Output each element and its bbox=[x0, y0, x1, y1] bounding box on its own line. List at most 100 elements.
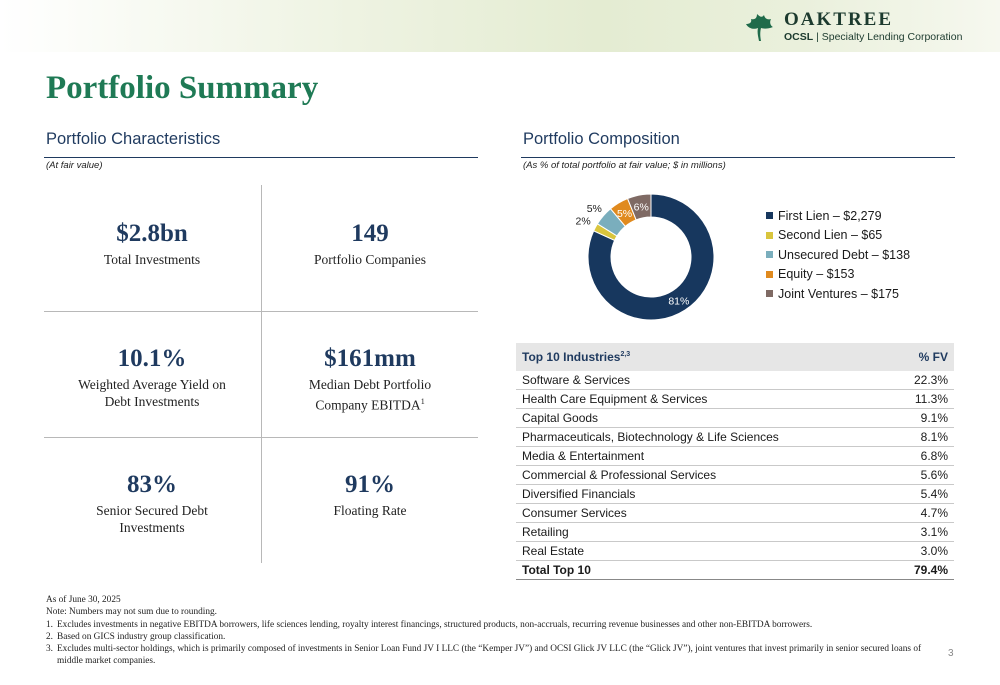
composition-note: (As % of total portfolio at fair value; … bbox=[523, 160, 726, 171]
metrics-divider-vertical bbox=[261, 185, 262, 563]
legend-label: Unsecured Debt – $138 bbox=[778, 247, 911, 262]
column-header-fv: % FV bbox=[889, 343, 954, 371]
metric-senior-secured: 83% Senior Secured Debt Investments bbox=[44, 470, 260, 536]
industry-name: Retailing bbox=[516, 522, 890, 542]
metric-label: Median Debt Portfolio Company EBITDA bbox=[308, 377, 432, 413]
composition-rule bbox=[521, 157, 955, 158]
chart-legend: First Lien – $2,279 Second Lien – $65 Un… bbox=[766, 206, 910, 304]
industry-value: 11.3% bbox=[889, 389, 954, 409]
footnote-text: Based on GICS industry group classificat… bbox=[57, 631, 226, 642]
top-industries-table: Top 10 Industries2,3 % FV Software & Ser… bbox=[516, 343, 954, 580]
table-row: Diversified Financials 5.4% bbox=[516, 484, 954, 504]
donut-data-label: 2% bbox=[576, 216, 591, 228]
legend-item: Equity – $153 bbox=[766, 265, 910, 285]
table-total-row: Total Top 10 79.4% bbox=[516, 560, 954, 580]
industry-name: Diversified Financials bbox=[516, 484, 890, 504]
footnote-item: 3. Excludes multi-sector holdings, which … bbox=[46, 643, 946, 668]
metric-label: Portfolio Companies bbox=[313, 252, 427, 267]
footnote-number: 2. bbox=[46, 631, 53, 642]
page-title: Portfolio Summary bbox=[46, 70, 319, 106]
industry-value: 3.0% bbox=[889, 541, 954, 561]
industry-value: 8.1% bbox=[889, 427, 954, 447]
metrics-divider-1 bbox=[44, 311, 478, 312]
industry-name: Real Estate bbox=[516, 541, 890, 561]
donut-data-label: 6% bbox=[634, 201, 649, 213]
metric-portfolio-companies: 149 Portfolio Companies bbox=[262, 219, 478, 268]
table-row: Health Care Equipment & Services 11.3% bbox=[516, 389, 954, 409]
table-row: Pharmaceuticals, Biotechnology & Life Sc… bbox=[516, 427, 954, 447]
industry-value: 3.1% bbox=[889, 522, 954, 542]
metric-value: 83% bbox=[127, 471, 177, 498]
donut-slice bbox=[587, 193, 715, 321]
table-row: Software & Services 22.3% bbox=[516, 371, 954, 390]
metric-label: Total Investments bbox=[103, 252, 201, 267]
metric-label: Floating Rate bbox=[333, 503, 407, 518]
rounding-note: Note: Numbers may not sum due to roundin… bbox=[46, 607, 217, 618]
table-row: Consumer Services 4.7% bbox=[516, 503, 954, 523]
metric-label-wrap: Median Debt Portfolio Company EBITDA1 bbox=[262, 376, 478, 414]
metric-label: Weighted Average Yield on Debt Investmen… bbox=[78, 377, 226, 409]
as-of-date: As of June 30, 2025 bbox=[46, 595, 121, 605]
industry-value: 5.6% bbox=[889, 465, 954, 485]
industry-name: Consumer Services bbox=[516, 503, 890, 523]
composition-donut-chart: 81%2%5% 5%6% bbox=[576, 193, 715, 321]
legend-swatch bbox=[766, 231, 773, 239]
industry-name: Media & Entertainment bbox=[516, 446, 890, 466]
footnote-number: 1. bbox=[46, 619, 53, 630]
total-value: 79.4% bbox=[889, 560, 954, 580]
footnote-text: Excludes multi-sector holdings, which is… bbox=[57, 644, 922, 667]
legend-label: Joint Ventures – $175 bbox=[778, 286, 899, 301]
composition-heading: Portfolio Composition bbox=[523, 130, 680, 148]
characteristics-heading: Portfolio Characteristics bbox=[46, 130, 221, 148]
industry-name: Capital Goods bbox=[516, 408, 890, 428]
industry-name: Commercial & Professional Services bbox=[516, 465, 890, 485]
industry-value: 4.7% bbox=[889, 503, 954, 523]
footnote-item: 2. Based on GICS industry group classific… bbox=[46, 631, 946, 643]
table-row: Capital Goods 9.1% bbox=[516, 408, 954, 428]
table-header-row: Top 10 Industries2,3 % FV bbox=[516, 343, 954, 371]
column-header-industry: Top 10 Industries2,3 bbox=[516, 343, 890, 371]
table-row: Commercial & Professional Services 5.6% bbox=[516, 465, 954, 485]
oak-leaf-icon bbox=[746, 14, 773, 41]
legend-label: First Lien – $2,279 bbox=[778, 208, 882, 223]
legend-swatch bbox=[766, 270, 773, 278]
donut-data-label: 81% bbox=[668, 295, 689, 307]
donut-data-label: 5% bbox=[617, 208, 632, 220]
brand-company: | Specialty Lending Corporation bbox=[813, 31, 963, 43]
industry-value: 6.8% bbox=[889, 446, 954, 466]
legend-label: Second Lien – $65 bbox=[778, 228, 883, 243]
page-number: 3 bbox=[948, 648, 954, 659]
characteristics-rule bbox=[44, 157, 478, 158]
donut-slice bbox=[626, 193, 652, 221]
footnote-marker: 1 bbox=[420, 397, 425, 406]
industry-name: Software & Services bbox=[516, 371, 890, 390]
legend-item: First Lien – $2,279 bbox=[766, 206, 910, 226]
legend-label: Equity – $153 bbox=[778, 267, 855, 282]
metric-value: $2.8bn bbox=[116, 220, 188, 247]
industry-name: Health Care Equipment & Services bbox=[516, 389, 890, 409]
characteristics-note: (At fair value) bbox=[46, 160, 103, 171]
metric-value: $161mm bbox=[324, 345, 416, 372]
header-band bbox=[0, 0, 1000, 52]
company-logo: OAKTREE OCSL | Specialty Lending Corpora… bbox=[742, 9, 992, 46]
footnote-item: 1. Excludes investments in negative EBITD… bbox=[46, 619, 946, 631]
brand-name: OAKTREE bbox=[784, 9, 894, 30]
footnote-text: Excludes investments in negative EBITDA … bbox=[57, 619, 813, 630]
legend-swatch bbox=[766, 251, 773, 259]
metric-total-investments: $2.8bn Total Investments bbox=[44, 219, 260, 268]
brand-subtitle: OCSL | Specialty Lending Corporation bbox=[784, 31, 962, 43]
industry-value: 5.4% bbox=[889, 484, 954, 504]
legend-item: Second Lien – $65 bbox=[766, 226, 910, 246]
metric-value: 10.1% bbox=[117, 345, 187, 372]
footnote-marker: 2,3 bbox=[620, 351, 631, 358]
footnote-number: 3. bbox=[46, 644, 53, 655]
brand-ticker: OCSL bbox=[784, 31, 814, 43]
industry-name: Pharmaceuticals, Biotechnology & Life Sc… bbox=[516, 427, 890, 447]
metrics-divider-2 bbox=[44, 437, 478, 438]
table-row: Media & Entertainment 6.8% bbox=[516, 446, 954, 466]
table-row: Real Estate 3.0% bbox=[516, 541, 954, 561]
metric-floating-rate: 91% Floating Rate bbox=[262, 470, 478, 519]
total-name: Total Top 10 bbox=[516, 560, 890, 580]
footnotes: As of June 30, 2025 Note: Numbers may no… bbox=[46, 594, 946, 668]
industry-value: 9.1% bbox=[889, 408, 954, 428]
